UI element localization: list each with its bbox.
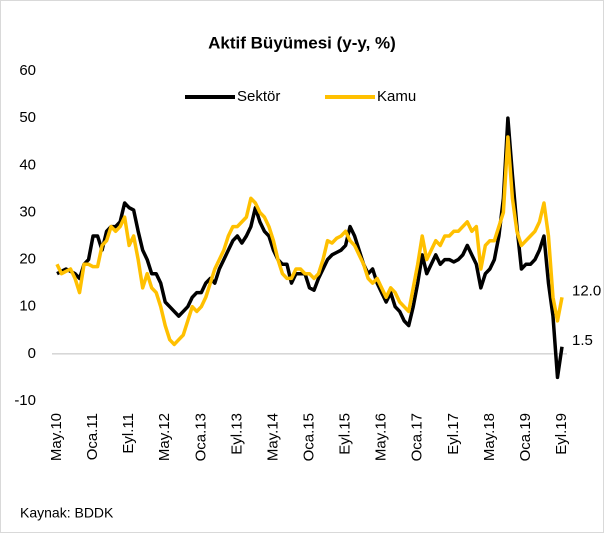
x-tick-label: May.16 bbox=[373, 413, 390, 461]
legend-label: Kamu bbox=[377, 88, 416, 105]
chart-title: Aktif Büyümesi (y-y, %) bbox=[208, 33, 396, 52]
data-label: 12.0 bbox=[572, 282, 601, 299]
x-tick-label: Oca.17 bbox=[409, 413, 426, 461]
x-tick-label: May.10 bbox=[48, 413, 65, 461]
source-note: Kaynak: BDDK bbox=[20, 505, 114, 521]
x-tick-label: Eyl.17 bbox=[445, 413, 462, 455]
y-tick-label: -10 bbox=[14, 392, 36, 409]
x-tick-label: May.12 bbox=[156, 413, 173, 461]
x-tick-label: Eyl.13 bbox=[228, 413, 245, 455]
x-tick-label: Oca.19 bbox=[517, 413, 534, 461]
y-tick-label: 0 bbox=[28, 345, 36, 362]
x-tick-label: Eyl.15 bbox=[337, 413, 354, 455]
y-tick-label: 50 bbox=[19, 109, 36, 126]
x-tick-label: Oca.15 bbox=[300, 413, 317, 461]
y-tick-label: 40 bbox=[19, 156, 36, 173]
series-line bbox=[55, 135, 564, 347]
x-tick-label: May.18 bbox=[481, 413, 498, 461]
y-tick-label: 20 bbox=[19, 251, 36, 268]
y-tick-label: 60 bbox=[19, 62, 36, 79]
data-label: 1.5 bbox=[572, 332, 593, 349]
x-tick-label: Oca.13 bbox=[192, 413, 209, 461]
legend-label: Sektör bbox=[237, 88, 280, 105]
x-tick-label: Oca.11 bbox=[84, 413, 101, 460]
y-tick-label: 30 bbox=[19, 203, 36, 220]
x-tick-label: Eyl.11 bbox=[120, 413, 137, 454]
x-tick-label: Eyl.19 bbox=[553, 413, 570, 455]
series-line bbox=[56, 116, 564, 380]
x-tick-label: May.14 bbox=[264, 413, 281, 461]
y-tick-label: 10 bbox=[19, 298, 36, 315]
